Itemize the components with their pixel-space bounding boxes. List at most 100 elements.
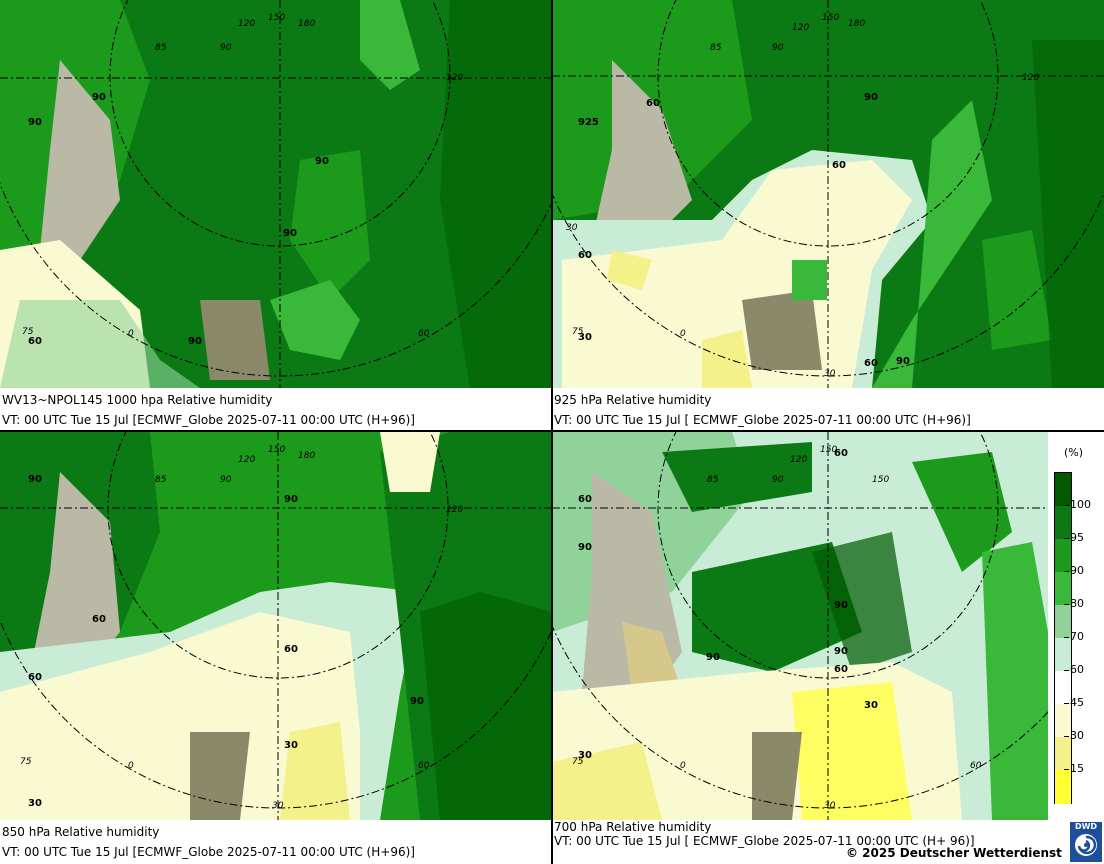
svg-text:90: 90 <box>706 652 720 663</box>
svg-text:90: 90 <box>92 92 106 103</box>
svg-text:75: 75 <box>572 327 584 337</box>
svg-text:30: 30 <box>864 700 878 711</box>
caption-850hpa-validtime: VT: 00 UTC Tue 15 Jul [ECMWF_Globe 2025-… <box>2 845 415 859</box>
svg-text:120: 120 <box>1022 73 1039 83</box>
svg-text:30: 30 <box>566 223 578 233</box>
svg-text:120: 120 <box>238 19 255 29</box>
legend-tick-label: 70 <box>1064 630 1084 643</box>
svg-text:85: 85 <box>155 475 167 485</box>
caption-1000hpa-title: WV13~NPOL145 1000 hpa Relative humidity <box>2 393 273 407</box>
svg-text:180: 180 <box>848 19 865 29</box>
svg-text:60: 60 <box>832 160 846 171</box>
svg-text:60: 60 <box>28 336 42 347</box>
svg-text:60: 60 <box>864 358 878 369</box>
svg-text:90: 90 <box>834 600 848 611</box>
caption-850hpa: 850 hPa Relative humidity VT: 00 UTC Tue… <box>0 822 552 864</box>
svg-text:90: 90 <box>28 117 42 128</box>
legend-tick-label: 90 <box>1064 564 1084 577</box>
svg-text:60: 60 <box>92 614 106 625</box>
legend-color-bar <box>1054 472 1072 804</box>
svg-text:60: 60 <box>284 644 298 655</box>
separator-vertical <box>551 0 553 864</box>
svg-text:90: 90 <box>220 475 232 485</box>
legend-swatch <box>1055 638 1071 672</box>
legend-swatch <box>1055 539 1071 573</box>
svg-text:90: 90 <box>864 92 878 103</box>
svg-text:90: 90 <box>188 336 202 347</box>
legend-tick-label: 95 <box>1064 531 1084 544</box>
caption-1000hpa: WV13~NPOL145 1000 hpa Relative humidity … <box>0 390 552 430</box>
svg-text:925: 925 <box>578 117 599 128</box>
svg-text:150: 150 <box>820 445 837 455</box>
svg-text:90: 90 <box>834 646 848 657</box>
legend-swatch <box>1055 506 1071 540</box>
legend-swatch <box>1055 473 1071 507</box>
svg-text:90: 90 <box>284 494 298 505</box>
svg-text:90: 90 <box>772 43 784 53</box>
map-panel-925hpa: 120 150 180 120 85 90 0 75 30 30 925 60 60 90 60 30… <box>552 0 1104 388</box>
svg-text:75: 75 <box>572 757 584 767</box>
svg-text:120: 120 <box>792 23 809 33</box>
svg-text:30: 30 <box>272 801 284 811</box>
caption-925hpa-validtime: VT: 00 UTC Tue 15 Jul [ ECMWF_Globe 2025… <box>554 413 971 427</box>
caption-925hpa: 925 hPa Relative humidity VT: 00 UTC Tue… <box>552 390 1104 430</box>
svg-text:60: 60 <box>834 448 848 459</box>
dwd-swirl-icon <box>1075 834 1097 856</box>
color-legend: (%) 100 95 90 80 70 60 45 30 15 <box>1048 440 1104 812</box>
svg-text:90: 90 <box>220 43 232 53</box>
svg-text:60: 60 <box>418 761 430 771</box>
svg-text:60: 60 <box>28 672 42 683</box>
svg-text:30: 30 <box>284 740 298 751</box>
legend-swatch <box>1055 605 1071 639</box>
legend-tick-label: 15 <box>1064 762 1084 775</box>
legend-tick-label: 30 <box>1064 729 1084 742</box>
svg-text:85: 85 <box>155 43 167 53</box>
svg-text:90: 90 <box>410 696 424 707</box>
svg-text:180: 180 <box>298 451 315 461</box>
caption-700hpa-title: 700 hPa Relative humidity <box>554 820 712 834</box>
svg-text:75: 75 <box>22 327 34 337</box>
svg-text:0: 0 <box>128 329 134 339</box>
svg-text:90: 90 <box>772 475 784 485</box>
svg-text:0: 0 <box>128 761 134 771</box>
svg-text:30: 30 <box>578 332 592 343</box>
svg-text:60: 60 <box>834 664 848 675</box>
svg-text:90: 90 <box>315 156 329 167</box>
caption-925hpa-title: 925 hPa Relative humidity <box>554 393 712 407</box>
legend-swatch <box>1055 671 1071 705</box>
caption-700hpa: 700 hPa Relative humidity VT: 00 UTC Tue… <box>552 820 975 850</box>
legend-unit: (%) <box>1064 446 1084 459</box>
svg-text:90: 90 <box>28 474 42 485</box>
svg-text:30: 30 <box>824 801 836 811</box>
svg-text:150: 150 <box>268 13 285 23</box>
svg-text:60: 60 <box>578 494 592 505</box>
map-panel-700hpa: 120 150 150 85 90 0 75 30 60 60 90 60 90 90 90 60 3… <box>552 432 1048 820</box>
caption-700hpa-validtime: VT: 00 UTC Tue 15 Jul [ ECMWF_Globe 2025… <box>554 834 975 848</box>
svg-text:0: 0 <box>680 329 686 339</box>
legend-swatch <box>1055 572 1071 606</box>
svg-text:150: 150 <box>872 475 889 485</box>
svg-text:30: 30 <box>28 798 42 809</box>
legend-swatch <box>1055 704 1071 738</box>
svg-text:90: 90 <box>578 542 592 553</box>
svg-text:90: 90 <box>283 228 297 239</box>
legend-tick-label: 45 <box>1064 696 1084 709</box>
svg-text:85: 85 <box>707 475 719 485</box>
svg-text:150: 150 <box>268 445 285 455</box>
svg-text:85: 85 <box>710 43 722 53</box>
svg-text:120: 120 <box>790 455 807 465</box>
legend-tick-label: 100 <box>1064 498 1091 511</box>
svg-text:150: 150 <box>822 13 839 23</box>
map-panel-1000hpa: 120 150 180 120 85 90 0 75 60 90 90 90 90 90 60 <box>0 0 552 388</box>
dwd-logo-text: DWD <box>1074 822 1098 831</box>
legend-swatch <box>1055 770 1071 804</box>
svg-text:120: 120 <box>446 73 463 83</box>
svg-text:180: 180 <box>298 19 315 29</box>
caption-1000hpa-validtime: VT: 00 UTC Tue 15 Jul [ECMWF_Globe 2025-… <box>2 413 415 427</box>
legend-tick-label: 60 <box>1064 663 1084 676</box>
svg-text:60: 60 <box>578 250 592 261</box>
svg-text:120: 120 <box>238 455 255 465</box>
